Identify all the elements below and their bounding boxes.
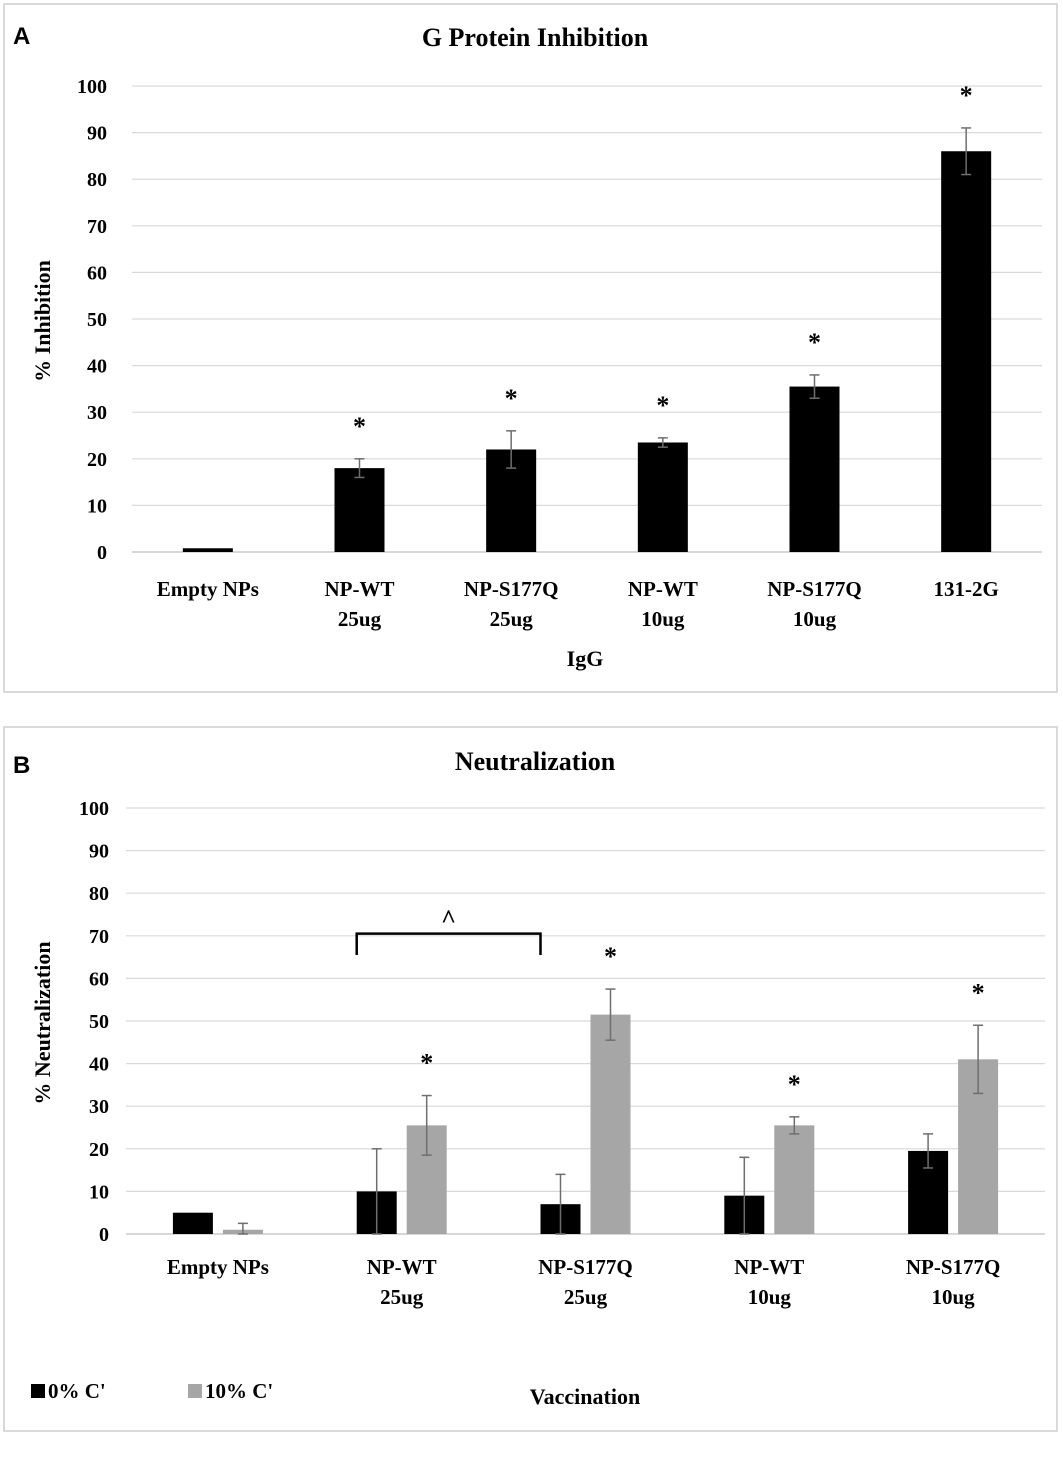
bar-0-0 — [182, 548, 233, 552]
y-tick-label-10: 10 — [87, 495, 107, 517]
y-tick-label-40: 40 — [89, 1054, 109, 1076]
legend-swatch-1 — [188, 1384, 202, 1398]
bar-0-3 — [637, 442, 688, 552]
category-label-3-1: 10ug — [641, 607, 685, 631]
panel-label-a: A — [13, 23, 31, 50]
y-tick-label-40: 40 — [87, 356, 107, 378]
significance-star-0-4: * — [808, 328, 821, 357]
category-label-3-0: NP-WT — [628, 577, 698, 601]
y-axis-label: % Neutralization — [30, 941, 55, 1104]
significance-star-1-3: * — [788, 1070, 801, 1099]
y-tick-label-0: 0 — [97, 542, 107, 564]
category-label-4-1: 10ug — [793, 607, 837, 631]
category-label-1-1: 25ug — [338, 607, 382, 631]
y-tick-label-30: 30 — [87, 402, 107, 424]
category-label-3-1: 10ug — [748, 1285, 792, 1309]
panel-a: A G Protein Inhibition 0 10 20 30 40 50 60 70 80 9… — [3, 3, 1058, 693]
category-label-1-0: NP-WT — [367, 1255, 437, 1279]
significance-star-1-1: * — [420, 1049, 433, 1078]
legend-swatch-0 — [31, 1384, 45, 1398]
significance-star-1-4: * — [972, 978, 985, 1007]
y-tick-label-100: 100 — [79, 798, 109, 820]
chart-b: Neutralization 0 10 20 30 40 50 60 70 80 90 100 % Ne… — [30, 747, 1045, 1409]
bar-1-2 — [590, 1014, 631, 1234]
category-label-2-1: 25ug — [490, 607, 534, 631]
significance-bracket — [355, 932, 542, 955]
category-label-4-1: 10ug — [932, 1285, 976, 1309]
category-label-4-0: NP-S177Q — [906, 1255, 1001, 1279]
panel-b: B Neutralization 0 10 20 30 40 50 60 70 80 90 100 % … — [3, 726, 1058, 1432]
x-axis-label: IgG — [567, 646, 604, 671]
y-tick-label-10: 10 — [89, 1181, 109, 1203]
y-tick-label-30: 30 — [89, 1096, 109, 1118]
bar-0-5 — [941, 151, 992, 553]
y-tick-label-90: 90 — [87, 123, 107, 145]
category-label-1-1: 25ug — [380, 1285, 424, 1309]
panel-label-b: B — [13, 752, 31, 779]
bar-0-4 — [789, 386, 840, 552]
y-tick-label-60: 60 — [87, 262, 107, 284]
category-label-2-0: NP-S177Q — [464, 577, 559, 601]
y-tick-label-50: 50 — [89, 1011, 109, 1033]
y-tick-label-80: 80 — [89, 883, 109, 905]
x-axis-label: Vaccination — [530, 1384, 640, 1409]
category-label-5-0: 131-2G — [934, 577, 999, 601]
y-tick-label-0: 0 — [99, 1224, 109, 1246]
y-tick-label-70: 70 — [89, 926, 109, 948]
y-tick-label-70: 70 — [87, 216, 107, 238]
category-label-1-0: NP-WT — [325, 577, 395, 601]
y-tick-label-90: 90 — [89, 841, 109, 863]
legend-label-0: 0% C' — [48, 1379, 106, 1403]
significance-star-1-2: * — [604, 942, 617, 971]
category-label-2-0: NP-S177Q — [538, 1255, 633, 1279]
y-tick-label-80: 80 — [87, 169, 107, 191]
legend-label-1: 10% C' — [205, 1379, 273, 1403]
category-label-4-0: NP-S177Q — [767, 577, 862, 601]
significance-star-0-2: * — [505, 384, 518, 413]
chart-title: Neutralization — [455, 747, 616, 776]
y-tick-label-20: 20 — [89, 1139, 109, 1161]
category-label-0-0: Empty NPs — [157, 577, 259, 601]
category-label-2-1: 25ug — [564, 1285, 608, 1309]
chart-title: G Protein Inhibition — [422, 23, 649, 52]
chart-a: G Protein Inhibition 0 10 20 30 40 50 60 70 80 90 1… — [30, 23, 1042, 671]
significance-star-0-3: * — [656, 391, 669, 420]
y-tick-label-50: 50 — [87, 309, 107, 331]
bracket-symbol: ^ — [441, 905, 456, 934]
significance-star-0-5: * — [960, 81, 973, 110]
y-tick-label-60: 60 — [89, 968, 109, 990]
y-tick-label-100: 100 — [77, 76, 107, 98]
bar-1-3 — [774, 1125, 815, 1234]
significance-star-0-1: * — [353, 412, 366, 441]
category-label-3-0: NP-WT — [734, 1255, 804, 1279]
category-label-0-0: Empty NPs — [167, 1255, 269, 1279]
y-tick-label-20: 20 — [87, 449, 107, 471]
bar-0-1 — [334, 468, 385, 552]
bar-0-0 — [172, 1212, 213, 1234]
y-axis-label: % Inhibition — [30, 260, 55, 382]
